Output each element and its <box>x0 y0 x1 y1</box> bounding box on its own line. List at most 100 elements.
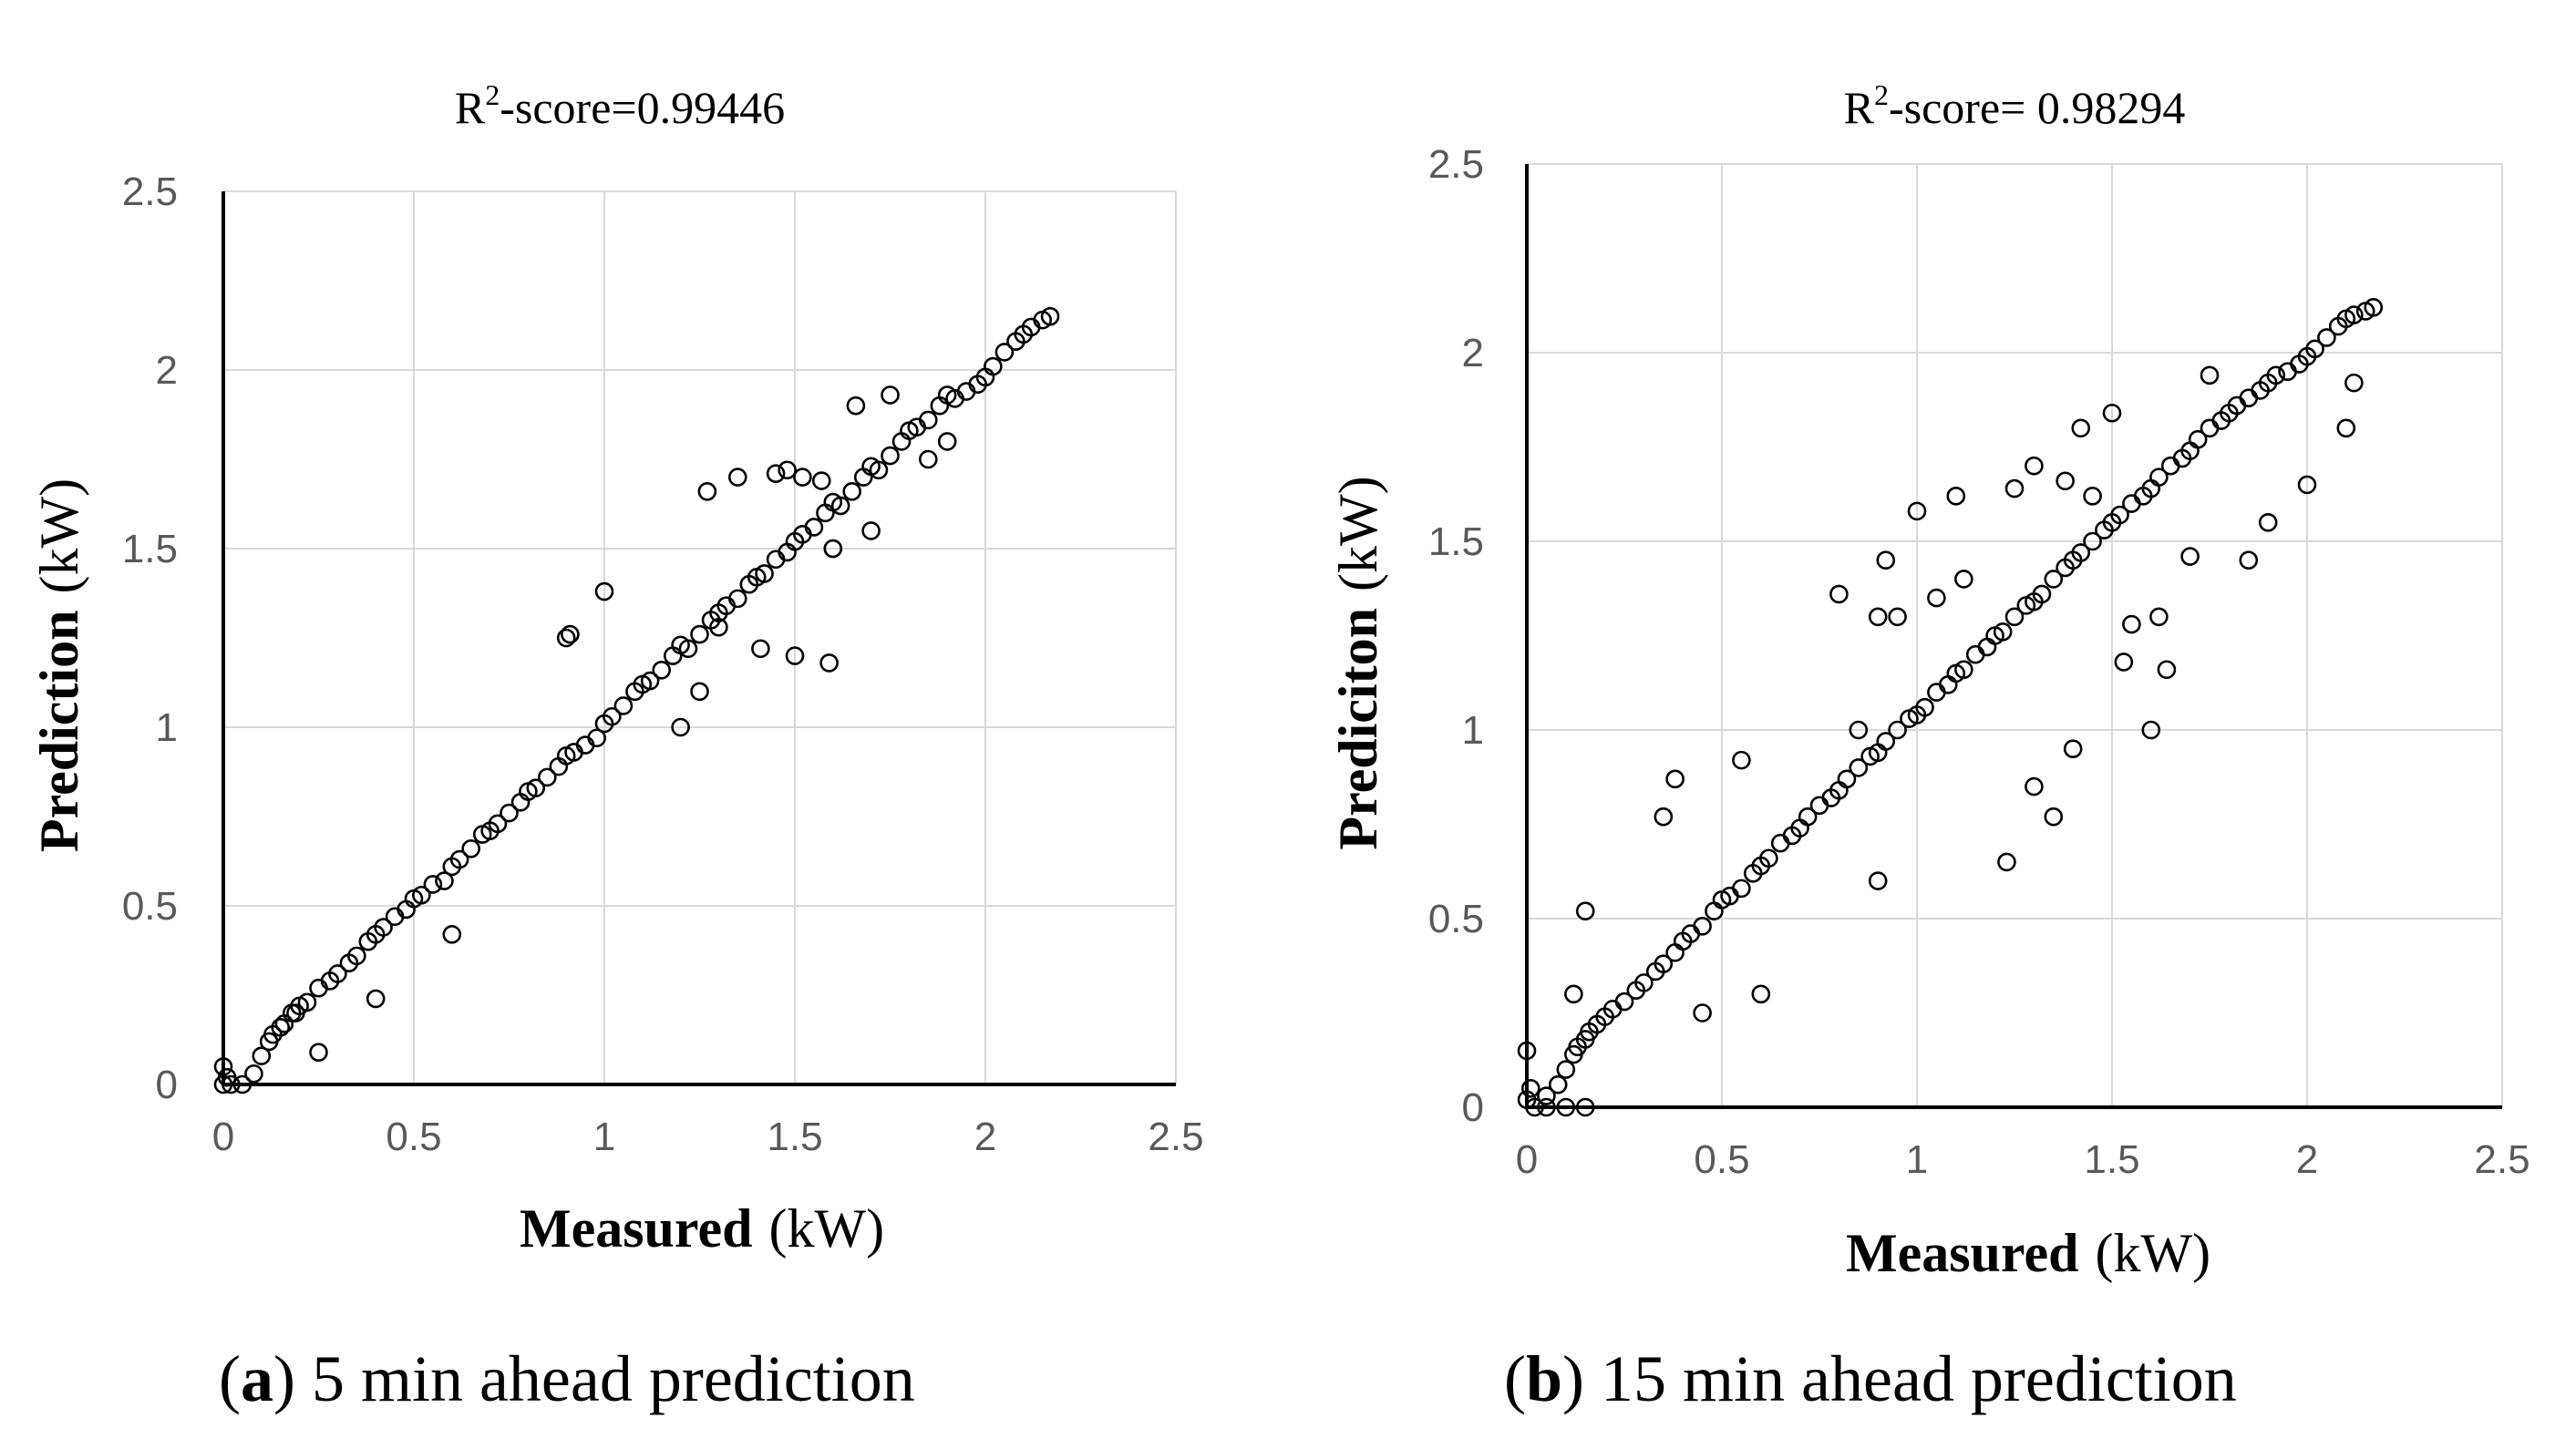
point-a-0-97 <box>727 468 747 487</box>
caption-b: (b) 15 min ahead prediction <box>1504 1338 2237 1420</box>
point-b-0-100 <box>1888 607 1907 627</box>
y-tick-label-a-1: 0.5 <box>122 884 178 929</box>
point-a-0-27 <box>423 875 443 894</box>
point-a-0-87 <box>994 343 1015 362</box>
point-a-0-95 <box>594 581 614 601</box>
point-a-0-34 <box>488 814 508 834</box>
point-a-0-71 <box>842 481 862 501</box>
x-axis-label-unit-b: (kW) <box>2095 1223 2210 1283</box>
point-a-0-38 <box>526 778 546 797</box>
point-a-0-55 <box>690 624 709 644</box>
point-b-0-86 <box>2317 328 2336 347</box>
caption-b-text: 15 min ahead prediction <box>1584 1342 2237 1415</box>
point-b-0-70 <box>2160 456 2180 476</box>
point-b-0-96 <box>1829 584 1849 604</box>
point-b-0-78 <box>2239 388 2259 407</box>
y-axis-label-a: Prediction (kW) <box>29 478 89 852</box>
point-a-0-70 <box>830 496 850 516</box>
point-b-0-97 <box>1849 720 1869 740</box>
point-a-0-54 <box>678 639 698 659</box>
title-sup-a: 2 <box>485 78 500 111</box>
chart-title-b: R2-score= 0.98294 <box>1844 78 2186 133</box>
panel-a-chart: 0 0.5 1 1.5 2 2.500.511.522.5R2-score=0.99446… <box>29 78 1204 1259</box>
point-a-0-98 <box>766 464 786 483</box>
point-b-0-38 <box>1849 758 1869 777</box>
x-tick-label-b-0: 0 <box>1516 1137 1538 1182</box>
point-a-0-93 <box>556 628 576 648</box>
x-tick-label-b-2: 1 <box>1906 1137 1928 1182</box>
point-b-0-58 <box>2044 570 2064 589</box>
point-a-0-92 <box>1040 306 1060 326</box>
x-axis-label-bold-b: Measured <box>1846 1223 2079 1283</box>
point-b-0-42 <box>1888 720 1907 740</box>
point-a-0-103 <box>846 396 866 416</box>
caption-a-open: ( <box>219 1342 241 1415</box>
point-a-0-75 <box>881 446 900 466</box>
point-a-0-105 <box>785 646 805 665</box>
point-b-0-46 <box>1927 683 1946 702</box>
y-tick-label-a-4: 2 <box>156 348 178 393</box>
point-b-0-89 <box>2344 305 2364 324</box>
caption-a: (a) 5 min ahead prediction <box>219 1338 915 1420</box>
point-b-0-99 <box>1876 550 1896 570</box>
point-b-0-130 <box>2239 550 2259 570</box>
point-a-0-62 <box>755 564 774 583</box>
point-a-0-101 <box>811 471 831 490</box>
point-b-0-109 <box>2083 487 2102 506</box>
point-b-0-101 <box>1907 501 1927 521</box>
point-a-0-100 <box>793 468 812 487</box>
point-a-0-4 <box>232 1074 252 1094</box>
point-b-0-3 <box>1525 1097 1544 1117</box>
point-a-0-113 <box>709 617 728 637</box>
x-tick-label-a-2: 1 <box>593 1115 615 1159</box>
y-tick-label-a-5: 2.5 <box>122 170 178 214</box>
x-tick-label-b-3: 1.5 <box>2084 1137 2139 1182</box>
point-b-0-104 <box>1954 570 1973 589</box>
point-b-0-49 <box>1954 660 1973 680</box>
point-a-0-86 <box>984 356 1003 376</box>
point-b-0-85 <box>2305 339 2324 359</box>
caption-b-label: b <box>1525 1342 1563 1415</box>
x-axis-label-bold-a: Measured <box>520 1198 753 1259</box>
point-a-0-9 <box>271 1017 291 1037</box>
point-b-0-47 <box>1938 675 1958 694</box>
title-prefix-a: R <box>455 82 486 133</box>
point-b-0-26 <box>1732 879 1751 899</box>
point-a-0-110 <box>442 925 462 944</box>
x-tick-label-a-0: 0 <box>212 1115 234 1159</box>
point-b-0-119 <box>2044 807 2064 827</box>
point-b-0-102 <box>1927 588 1946 608</box>
y-axis-label-b: Prediciton (kW) <box>1328 476 1388 849</box>
point-b-0-95 <box>1732 750 1751 770</box>
point-b-0-51 <box>1977 637 1997 657</box>
point-b-0-115 <box>2180 547 2200 566</box>
point-b-0-93 <box>1654 807 1674 827</box>
point-a-0-108 <box>671 717 690 737</box>
point-a-0-50 <box>640 671 660 691</box>
point-b-0-114 <box>2157 660 2177 680</box>
point-a-0-104 <box>881 385 900 405</box>
x-tick-label-b-5: 2.5 <box>2474 1137 2530 1182</box>
point-a-0-67 <box>804 518 824 537</box>
point-b-0-57 <box>2032 584 2052 604</box>
x-axis-label-a: Measured (kW) <box>520 1198 884 1259</box>
point-b-0-69 <box>2149 468 2169 487</box>
chart-title-a: R2-score=0.99446 <box>455 78 785 133</box>
point-a-0-79 <box>918 410 938 430</box>
x-axis-label-unit-a: (kW) <box>768 1198 884 1259</box>
title-suffix-b: -score= 0.98294 <box>1889 82 2185 133</box>
point-a-0-47 <box>613 696 634 715</box>
point-b-0-98 <box>1868 607 1888 627</box>
point-a-0-115 <box>861 521 881 540</box>
point-b-0-50 <box>1965 644 1985 664</box>
point-b-0-113 <box>2149 607 2169 627</box>
point-b-0-118 <box>2063 739 2083 759</box>
point-a-0-3 <box>222 1074 241 1094</box>
x-tick-label-a-3: 1.5 <box>767 1115 822 1159</box>
x-tick-label-a-5: 2.5 <box>1148 1115 1203 1159</box>
y-tick-label-b-5: 2.5 <box>1428 142 1484 187</box>
point-a-0-109 <box>690 682 709 702</box>
point-a-0-107 <box>751 639 770 659</box>
point-a-0-99 <box>778 460 797 480</box>
point-b-0-106 <box>2025 456 2044 476</box>
